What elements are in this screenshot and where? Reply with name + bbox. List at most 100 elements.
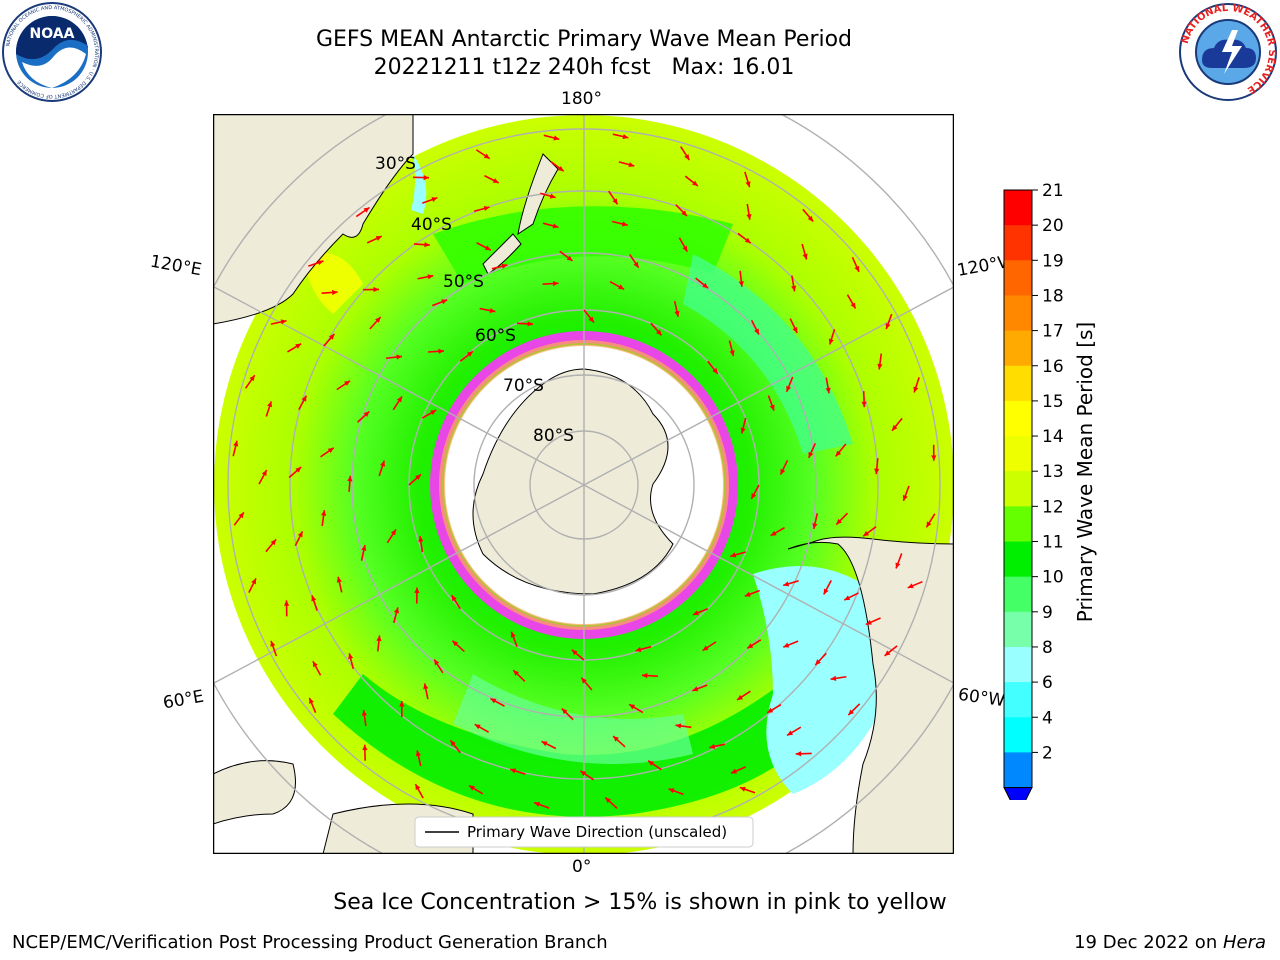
wave-arrow-head [415,784,421,791]
wave-arrow-head [295,467,302,473]
wave-arrow-head [344,380,351,386]
wave-arrow-head [312,661,318,668]
colorbar-segment [1004,541,1032,578]
wave-arrow-head [786,385,792,392]
wave-arrow-head [375,317,381,323]
wave-arrow-head [684,154,690,161]
wave-arrow-head [501,263,508,269]
wave-arrow-head [850,302,856,309]
colorbar-tick-label: 2 [1042,743,1053,763]
plot-title: GEFS MEAN Antarctic Primary Wave Mean Pe… [0,26,1168,82]
wave-arrow-head [415,474,421,480]
wave-arrow-head [261,470,267,477]
colorbar-segment [1004,295,1032,332]
wave-arrow-head [301,395,307,402]
wave-arrow-head [874,468,880,475]
wave-arrow-head [553,135,560,141]
colorbar-tick-label: 11 [1042,533,1064,553]
wave-arrow-head [283,600,290,606]
wave-arrow-head [848,709,854,716]
colorbar-tick-label: 15 [1042,392,1064,412]
wave-arrow-head [751,493,757,500]
wave-arrow-head [534,801,541,807]
lat-label-70s: 70°S [503,376,544,396]
wave-arrow-head [376,635,382,642]
wave-arrow-head [527,321,534,327]
wave-arrow-head [336,576,342,583]
colorbar-segment [1004,752,1032,789]
wave-arrow-head [580,770,587,777]
wave-arrow-head [877,363,883,370]
wave-arrow-head [844,595,851,601]
title-line-1: GEFS MEAN Antarctic Primary Wave Mean Pe… [315,27,853,52]
wave-arrow-head [317,260,324,266]
wave-arrow-head [622,134,629,140]
polar-map: 30°S 40°S 50°S 60°S 70°S 80°S Primary Wa… [213,114,954,854]
wave-arrow-head [238,512,244,519]
wave-arrow-head [418,536,424,542]
wave-arrow-head [641,672,648,679]
wave-arrow-head [861,401,867,408]
wave-arrow-head [628,162,635,168]
wave-arrow-head [746,214,752,220]
wave-arrow-head [709,743,716,750]
wave-arrow-head [808,451,814,458]
colorbar-tick-label: 21 [1042,181,1064,201]
wave-arrow-head [802,253,808,260]
wave-arrow-head [674,310,680,317]
wave-arrow-head [613,736,619,742]
wave-arrow-head [729,350,735,357]
footer-host: Hera [1222,932,1266,953]
wave-arrow-head [884,650,891,656]
wave-arrow-head [309,697,314,704]
wave-arrow-head [375,236,382,241]
map-legend: Primary Wave Direction (unscaled) [414,816,754,848]
wave-arrow-head [828,338,834,345]
wave-arrow-head [739,786,746,792]
wave-arrow-head [581,677,587,684]
wave-arrow-head [466,351,473,357]
wave-arrow-head [588,316,594,323]
wave-arrow-head [783,581,790,587]
lat-label-60s: 60°S [475,326,516,346]
wave-arrow-head [348,653,354,660]
wave-arrow-head [692,180,698,187]
wave-arrow-head [233,440,239,447]
colorbar-tick-label: 13 [1042,462,1064,482]
wave-arrow-head [754,328,759,335]
wave-arrow-head [347,475,353,482]
wave-arrow-head [807,215,814,222]
wave-arrow-head [396,354,402,360]
wave-arrow-head [441,299,448,305]
colorbar-tick-label: 4 [1042,708,1053,728]
wave-arrow-head [815,659,821,665]
wave-arrow-head [396,396,402,403]
colorbar-segment [1004,471,1032,507]
wave-arrow-head [561,708,568,715]
wave-arrow-head [280,319,287,325]
wave-arrow-head [795,751,802,757]
cyan-region [753,566,881,794]
wave-arrow-head [362,744,368,751]
wave-arrow-head [557,165,564,172]
wave-arrow-head [571,649,578,656]
colorbar-tick-label: 12 [1042,497,1064,517]
wave-arrow-head [656,329,662,336]
wave-arrow-head [926,521,932,528]
wave-arrow-head [541,741,548,747]
wave-arrow-head [267,401,273,408]
wave-arrow-head [823,588,829,595]
wave-arrow-head [740,427,746,434]
wave-arrow-head [865,619,872,625]
wave-arrow-head [390,529,396,536]
colorbar-segment [1004,576,1032,613]
footer-date-text: 19 Dec 2022 on [1074,932,1223,953]
wave-arrow-head [452,640,459,647]
sea-ice-caption: Sea Ice Concentration > 15% is shown in … [333,890,947,915]
wave-arrow-head [744,237,751,244]
wave-arrow-head [327,447,334,454]
colorbar-extend-triangle [1003,787,1033,800]
wave-arrow-head [812,523,818,529]
wave-arrow-head [612,198,618,205]
wave-arrow-head [270,640,276,647]
